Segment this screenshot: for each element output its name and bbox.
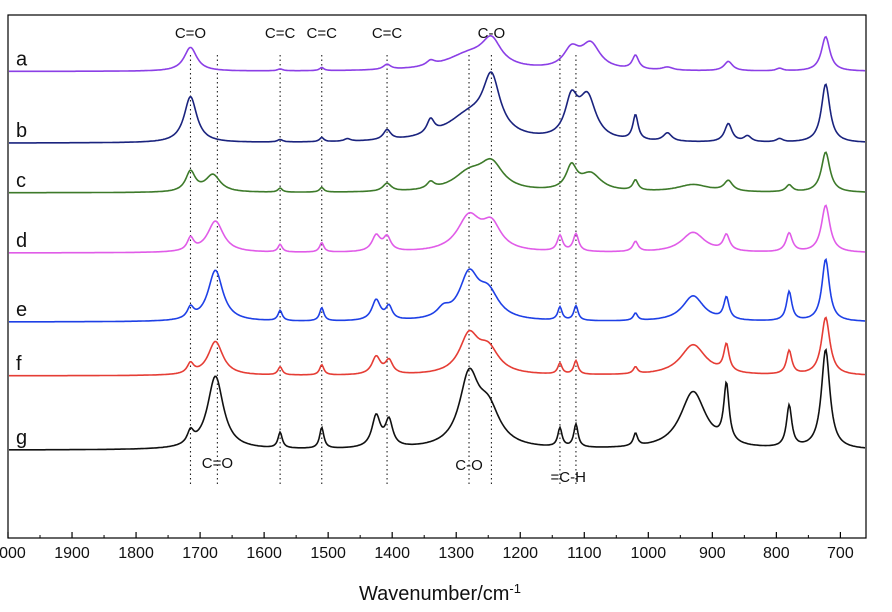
series-line-b [9,71,865,144]
annotation-top-0: C=O [175,25,206,42]
series-label-g: g [16,427,27,449]
plot-frame [7,14,867,539]
series-label-c: c [16,170,26,192]
annotation-bottom-1: C-O [455,457,483,474]
series-layer [9,35,866,451]
x-tick-label-1800: 1800 [118,545,154,562]
series-line-a [9,35,865,73]
annotation-bottom-0: C=O [202,455,233,472]
annotation-top-1: C=C [265,25,296,42]
series-label-b: b [16,120,27,142]
x-tick-label-1100: 1100 [567,545,602,562]
series-label-f: f [16,353,22,375]
x-tick-label-800: 800 [763,545,790,562]
x-tick-label-1600: 1600 [246,545,282,562]
series-label-d: d [16,230,27,252]
annotation-top-3: C=C [372,25,403,42]
series-line-d [9,204,865,254]
x-axis-label-sup: -1 [509,581,521,596]
x-tick-label-1300: 1300 [438,545,474,562]
series-label-e: e [16,299,27,321]
series-line-f [9,316,865,377]
x-axis-label-text: Wavenumber/cm [359,583,509,605]
series-line-c [9,151,865,194]
series-label-a: a [16,48,28,70]
annotation-top-4: C-O [478,25,506,42]
x-tick-label-1700: 1700 [182,545,218,562]
annotation-top-2: C=C [307,25,338,42]
x-tick-label-900: 900 [699,545,726,562]
x-tick-label-2000: 2000 [0,545,26,562]
series-line-g [9,348,866,451]
annotation-bottom-2: =C-H [551,469,586,486]
annotations: C=O C=C C=C C=C C-O C=O C-O =C-H [175,25,586,486]
x-tick-label-1400: 1400 [374,545,410,562]
x-tick-label-700: 700 [827,545,854,562]
series-labels: a b c d e f g [16,48,28,449]
x-tick-label-1500: 1500 [310,545,346,562]
series-line-e [9,257,865,323]
x-tick-label-1200: 1200 [502,545,538,562]
reference-lines [189,55,577,485]
x-axis-ticks: 2000 1900 1800 1700 1600 1500 1400 1300 1200 1100… [0,532,854,562]
x-tick-label-1900: 1900 [54,545,90,562]
x-axis-label: Wavenumber/cm-1 [359,581,521,606]
x-tick-label-1000: 1000 [631,545,667,562]
